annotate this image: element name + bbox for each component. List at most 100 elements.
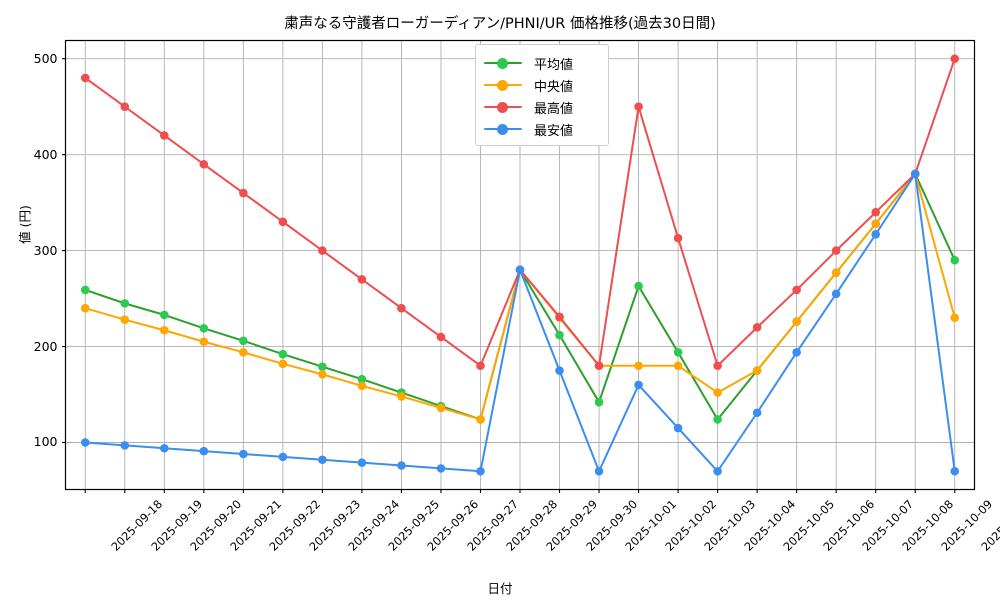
data-point <box>910 169 920 179</box>
data-point <box>713 466 722 476</box>
y-axis-label: 値 (円) <box>17 205 33 244</box>
legend-swatch-icon <box>484 122 522 136</box>
data-point <box>278 349 288 359</box>
data-point <box>357 381 367 391</box>
legend-label: 中央値 <box>534 79 574 95</box>
legend-item-1: 平均値 <box>484 52 600 74</box>
data-point <box>397 461 406 470</box>
data-point <box>318 246 327 255</box>
data-point <box>950 54 960 64</box>
chart-title: 粛声なる守護者ローガーディアン/PHNI/UR 価格推移(過去30日間) <box>284 16 716 32</box>
data-point <box>950 255 960 265</box>
data-point <box>199 159 209 169</box>
data-point <box>594 466 604 476</box>
data-point <box>160 131 169 140</box>
chart-legend: 平均値中央値最高値 最安値 <box>475 44 609 146</box>
data-point <box>950 313 960 323</box>
data-point <box>831 289 841 299</box>
data-point <box>239 449 248 459</box>
data-point <box>120 299 130 308</box>
data-point <box>318 455 327 465</box>
legend-swatch-icon <box>484 56 522 70</box>
data-point <box>80 303 90 313</box>
data-point <box>831 246 841 255</box>
data-point <box>160 325 169 335</box>
data-point <box>555 366 564 375</box>
data-point <box>357 275 367 284</box>
data-point <box>752 408 762 418</box>
data-point <box>318 362 327 372</box>
data-point <box>120 102 130 111</box>
data-point <box>555 330 564 340</box>
legend-swatch-icon <box>484 78 522 92</box>
data-point <box>239 188 248 198</box>
data-point <box>397 303 406 313</box>
data-point <box>160 310 169 320</box>
data-point <box>278 452 288 462</box>
data-point <box>278 217 288 227</box>
y-tick-label: 400 <box>33 146 58 162</box>
data-point <box>792 317 801 326</box>
legend-swatch-icon <box>484 100 522 114</box>
data-point <box>950 466 960 476</box>
data-point <box>713 415 722 424</box>
data-point <box>476 415 485 424</box>
data-point <box>713 361 722 371</box>
y-tick-label: 100 <box>33 434 58 450</box>
data-point <box>80 73 90 83</box>
data-point <box>199 337 209 347</box>
data-point <box>476 466 485 476</box>
series-4 <box>80 169 960 476</box>
data-point <box>792 285 801 295</box>
x-axis-label: 日付 <box>487 581 513 596</box>
data-point <box>199 446 209 456</box>
data-point <box>555 312 564 322</box>
legend-label: 平均値 <box>534 57 574 73</box>
data-point <box>199 324 209 333</box>
y-tick-label: 500 <box>33 50 58 66</box>
data-point <box>634 361 643 371</box>
data-point <box>80 285 90 295</box>
data-point <box>318 370 327 379</box>
data-point <box>752 323 762 332</box>
data-point <box>239 336 248 346</box>
data-point <box>673 348 683 357</box>
data-point <box>673 233 683 243</box>
data-point <box>80 438 90 447</box>
y-tick-label: 200 <box>33 338 58 354</box>
data-point <box>120 441 130 450</box>
data-point <box>871 219 880 229</box>
data-point <box>436 332 446 342</box>
data-point <box>594 361 604 371</box>
data-point <box>713 388 722 397</box>
data-point <box>476 361 485 371</box>
legend-label: 最高値 <box>534 101 574 117</box>
data-point <box>436 403 446 413</box>
data-point <box>673 361 683 371</box>
axis-ticks <box>62 58 956 493</box>
data-point <box>397 392 406 401</box>
data-point <box>594 397 604 407</box>
data-point <box>831 268 841 277</box>
data-point <box>673 423 683 433</box>
data-point <box>634 380 643 390</box>
y-tick-label: 300 <box>33 242 58 258</box>
data-point <box>357 374 367 384</box>
data-point <box>160 443 169 453</box>
data-point <box>752 366 762 375</box>
data-point <box>357 458 367 467</box>
series-3 <box>80 54 960 371</box>
data-point <box>792 348 801 357</box>
data-point <box>634 102 643 111</box>
data-point <box>436 464 446 473</box>
legend-item-2: 中央値 <box>484 74 600 96</box>
legend-item-4: 最安値 <box>484 118 600 140</box>
data-point <box>634 281 643 291</box>
data-point <box>515 265 525 275</box>
data-point <box>120 315 130 324</box>
legend-item-3: 最高値 <box>484 96 600 118</box>
data-point <box>871 207 880 217</box>
data-point <box>278 359 288 369</box>
